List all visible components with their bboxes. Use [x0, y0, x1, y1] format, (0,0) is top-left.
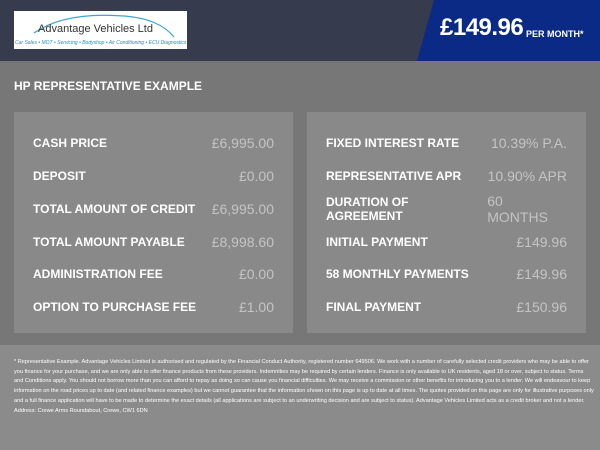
- detail-row: ADMINISTRATION FEE £0.00: [33, 264, 274, 284]
- detail-value: £6,995.00: [211, 201, 274, 217]
- detail-label: FINAL PAYMENT: [326, 300, 422, 314]
- finance-details-left: CASH PRICE £6,995.00 DEPOSIT £0.00 TOTAL A…: [14, 112, 293, 333]
- price-panel: [417, 0, 600, 61]
- company-logo[interactable]: Advantage Vehicles Ltd Car Sales • MOT •…: [14, 11, 187, 49]
- car-outline-icon: [33, 14, 175, 38]
- detail-row: DURATION OF AGREEMENT 60 MONTHS: [326, 193, 567, 225]
- detail-label: FIXED INTEREST RATE: [326, 136, 460, 150]
- detail-row: FINAL PAYMENT £150.96: [326, 297, 567, 317]
- detail-row: FIXED INTEREST RATE 10.39% P.A.: [326, 133, 567, 153]
- detail-label: DURATION OF AGREEMENT: [326, 195, 409, 223]
- detail-value: £8,998.60: [211, 234, 274, 250]
- detail-label: OPTION TO PURCHASE FEE: [33, 300, 197, 314]
- detail-row: TOTAL AMOUNT OF CREDIT £6,995.00: [33, 199, 274, 219]
- detail-value: 10.90% APR: [487, 168, 567, 184]
- detail-value: £149.96: [516, 266, 567, 282]
- detail-value: £0.00: [238, 168, 274, 184]
- detail-value: 10.39% P.A.: [490, 135, 567, 151]
- detail-value: 60 MONTHS: [487, 193, 548, 225]
- detail-label: INITIAL PAYMENT: [326, 235, 428, 249]
- detail-row: CASH PRICE £6,995.00: [33, 133, 274, 153]
- detail-label: ADMINISTRATION FEE: [33, 267, 163, 281]
- monthly-price: £149.96: [440, 14, 524, 41]
- detail-label: 58 MONTHLY PAYMENTS: [326, 267, 469, 281]
- logo-name: Advantage Vehicles Ltd: [38, 23, 153, 35]
- detail-label: TOTAL AMOUNT OF CREDIT: [33, 202, 196, 216]
- logo-tagline: Car Sales • MOT • Servicing • Bodyshop •…: [15, 40, 187, 46]
- section-title: HP REPRESENTATIVE EXAMPLE: [14, 79, 203, 93]
- detail-label: REPRESENTATIVE APR: [326, 169, 462, 183]
- detail-row: TOTAL AMOUNT PAYABLE £8,998.60: [33, 232, 274, 252]
- detail-label: DEPOSIT: [33, 169, 86, 183]
- detail-value: £1.00: [238, 299, 274, 315]
- detail-value: £6,995.00: [211, 135, 274, 151]
- detail-row: REPRESENTATIVE APR 10.90% APR: [326, 166, 567, 186]
- detail-row: 58 MONTHLY PAYMENTS £149.96: [326, 264, 567, 284]
- detail-value: £0.00: [238, 266, 274, 282]
- detail-label: TOTAL AMOUNT PAYABLE: [33, 235, 185, 249]
- finance-details-right: FIXED INTEREST RATE 10.39% P.A. REPRESENT…: [307, 112, 586, 333]
- detail-label: CASH PRICE: [33, 136, 108, 150]
- disclaimer-text: * Representative Example. Advantage Vehi…: [14, 359, 594, 414]
- detail-row: OPTION TO PURCHASE FEE £1.00: [33, 297, 274, 317]
- detail-row: INITIAL PAYMENT £149.96: [326, 232, 567, 252]
- detail-row: DEPOSIT £0.00: [33, 166, 274, 186]
- detail-value: £150.96: [516, 299, 567, 315]
- per-month-label: PER MONTH*: [526, 29, 584, 39]
- detail-value: £149.96: [516, 234, 567, 250]
